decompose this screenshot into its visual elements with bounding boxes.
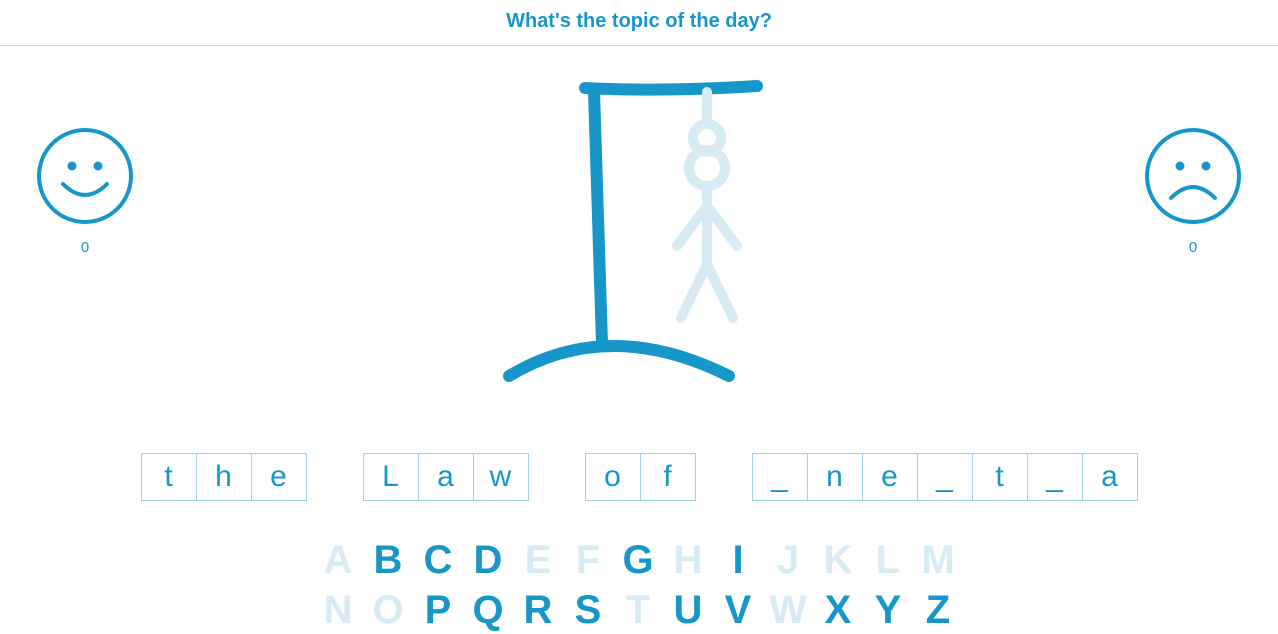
answer-letter: w [473,453,529,501]
answer-row: theLawof_ne_t_a [0,453,1278,501]
letter-key-x[interactable]: X [814,585,864,634]
letter-key-m: M [914,535,964,585]
answer-letter: a [1082,453,1138,501]
letter-key-e: E [514,535,564,585]
alphabet-keyboard: ABCDEFGHIJKLMNOPQRSTUVWXYZ [0,535,1278,634]
letter-key-a: A [314,535,364,585]
answer-letter: h [196,453,252,501]
letter-key-q[interactable]: Q [464,585,514,634]
answer-word: Law [363,453,529,501]
letter-key-h: H [664,535,714,585]
letter-key-z[interactable]: Z [914,585,964,634]
sad-face-icon [1143,126,1243,226]
letter-key-n: N [314,585,364,634]
letter-key-u[interactable]: U [664,585,714,634]
letter-key-b[interactable]: B [364,535,414,585]
alphabet-row: ABCDEFGHIJKLM [0,535,1278,585]
letter-key-o: O [364,585,414,634]
answer-letter: t [972,453,1028,501]
answer-letter: t [141,453,197,501]
letter-key-d[interactable]: D [464,535,514,585]
losses-count: 0 [1138,239,1248,256]
letter-key-t: T [614,585,664,634]
letter-key-p[interactable]: P [414,585,464,634]
letter-key-w: W [764,585,814,634]
letter-key-g[interactable]: G [614,535,664,585]
answer-letter: e [251,453,307,501]
answer-word: of [585,453,696,501]
alphabet-row: NOPQRSTUVWXYZ [0,585,1278,634]
answer-letter: e [862,453,918,501]
answer-word: _ne_t_a [752,453,1138,501]
game-area: 0 0 [0,46,1278,634]
letter-key-y[interactable]: Y [864,585,914,634]
letter-key-i[interactable]: I [714,535,764,585]
answer-letter: L [363,453,419,501]
gallows-icon [489,66,789,386]
letter-key-j: J [764,535,814,585]
happy-face-icon [35,126,135,226]
letter-key-f: F [564,535,614,585]
answer-letter: o [585,453,641,501]
letter-key-r[interactable]: R [514,585,564,634]
letter-key-c[interactable]: C [414,535,464,585]
letter-key-l: L [864,535,914,585]
wins-count: 0 [30,239,140,256]
answer-letter: a [418,453,474,501]
answer-letter: _ [917,453,973,501]
answer-letter: f [640,453,696,501]
page-title: What's the topic of the day? [0,0,1278,46]
answer-letter: _ [1027,453,1083,501]
answer-word: the [141,453,307,501]
letter-key-k: K [814,535,864,585]
wins-panel: 0 [30,126,140,256]
answer-letter: _ [752,453,808,501]
letter-key-s[interactable]: S [564,585,614,634]
gallows [489,46,789,391]
losses-panel: 0 [1138,126,1248,256]
letter-key-v[interactable]: V [714,585,764,634]
answer-letter: n [807,453,863,501]
